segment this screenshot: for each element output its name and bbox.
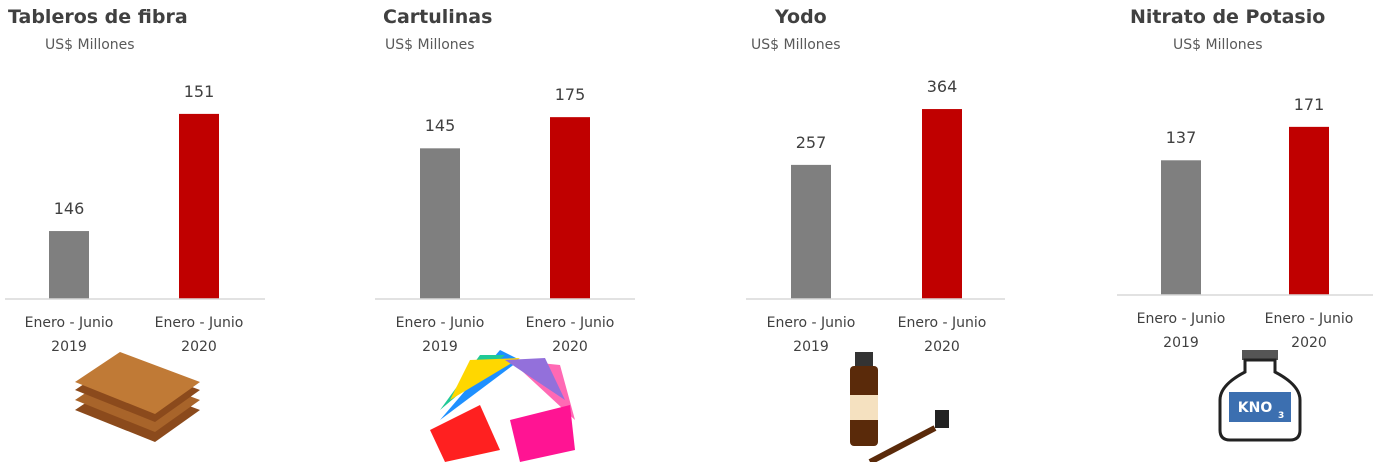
value-label: 137 [1165,128,1197,148]
bar [49,231,89,299]
x-tick-label: Enero - Junio 2020 [154,315,244,355]
x-tick-label: Enero - Junio 2019 [24,315,114,355]
x-tick-label: Enero - Junio 2019 [1136,311,1226,351]
iodine-icon [850,352,949,462]
x-tick-label: Enero - Junio 2020 [525,315,615,355]
bar [922,109,962,299]
x-tick-label: Enero - Junio 2020 [897,315,987,355]
chart-subtitle: US$ Millones [45,37,135,53]
fiberboard-icon [75,352,200,442]
value-label: 151 [183,81,215,101]
bar [791,164,831,299]
chart-subtitle: US$ Millones [1173,37,1263,53]
bar [550,117,590,299]
value-label: 257 [795,132,827,152]
x-tick-label: Enero - Junio 2019 [395,315,485,355]
chart-title: Nitrato de Potasio [1130,6,1326,28]
value-label: 146 [53,199,85,219]
svg-text:KNO: KNO [1238,400,1273,416]
cardboard-icon [430,350,575,462]
value-label: 175 [554,85,586,105]
chart-title: Cartulinas [383,6,493,28]
value-label: 145 [424,116,456,136]
bar [179,113,219,300]
value-label: 171 [1293,94,1325,114]
potassium-nitrate-icon: KNO 3 [1218,350,1302,442]
chart-subtitle: US$ Millones [385,37,475,53]
chart-title: Yodo [775,6,827,28]
x-tick-label: Enero - Junio 2020 [1264,311,1354,351]
value-label: 364 [926,77,958,97]
bar [1289,126,1329,295]
chart-title: Tableros de fibra [8,6,188,28]
chart-subtitle: US$ Millones [751,37,841,53]
bar [420,148,460,299]
bar [1161,160,1201,295]
x-tick-label: Enero - Junio 2019 [766,315,856,355]
svg-text:3: 3 [1278,411,1284,421]
